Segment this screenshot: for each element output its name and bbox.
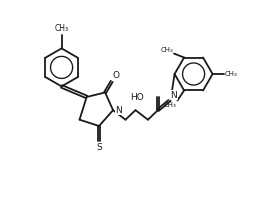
Text: O: O: [113, 71, 120, 80]
Text: S: S: [96, 143, 102, 152]
Text: N: N: [115, 106, 122, 115]
Text: CH₃: CH₃: [225, 71, 237, 77]
Text: HO: HO: [130, 93, 143, 102]
Text: CH₃: CH₃: [54, 24, 69, 33]
Text: CH₃: CH₃: [160, 47, 173, 53]
Text: CH₃: CH₃: [164, 102, 176, 108]
Text: N: N: [171, 91, 177, 100]
